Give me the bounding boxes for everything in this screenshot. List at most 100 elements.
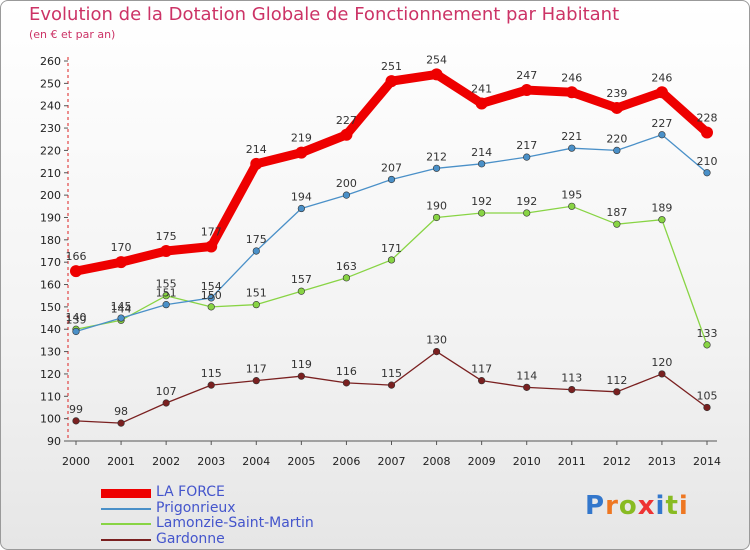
data-label: 207 — [381, 161, 402, 174]
data-point — [387, 175, 396, 184]
data-point — [613, 146, 621, 155]
x-tick-label: 2003 — [197, 455, 225, 468]
data-point — [117, 314, 125, 322]
x-tick-label: 2004 — [242, 455, 270, 468]
data-point — [520, 84, 533, 97]
data-point — [387, 256, 396, 264]
y-tick-label: 260 — [40, 55, 61, 68]
x-tick-label: 2005 — [287, 455, 315, 468]
data-point — [387, 381, 396, 389]
data-label: 157 — [291, 273, 312, 286]
data-label: 210 — [697, 155, 718, 168]
data-point — [207, 381, 215, 389]
data-label: 175 — [156, 230, 177, 243]
data-label: 254 — [426, 53, 447, 66]
data-label: 220 — [606, 132, 627, 145]
data-label: 212 — [426, 150, 447, 163]
data-label: 187 — [606, 206, 627, 219]
data-label: 219 — [291, 132, 312, 145]
x-tick-label: 2000 — [62, 455, 90, 468]
data-label: 163 — [336, 260, 357, 273]
data-point — [297, 287, 305, 295]
data-point — [432, 347, 441, 356]
data-point — [340, 128, 353, 141]
data-label: 113 — [561, 372, 582, 385]
data-label: 115 — [201, 367, 222, 380]
data-point — [568, 202, 576, 210]
x-tick-label: 2014 — [693, 455, 721, 468]
x-tick-label: 2008 — [423, 455, 451, 468]
data-label: 151 — [246, 287, 267, 300]
y-tick-label: 240 — [40, 100, 61, 113]
x-tick-label: 2001 — [107, 455, 135, 468]
data-label: 114 — [516, 369, 537, 382]
data-label: 151 — [156, 287, 177, 300]
logo-letter: r — [605, 491, 619, 521]
logo-letter: x — [637, 491, 656, 521]
data-point — [523, 153, 531, 161]
logo-letter: i — [655, 491, 666, 521]
data-label: 177 — [201, 226, 222, 239]
data-label: 98 — [114, 405, 128, 418]
y-tick-label: 180 — [40, 234, 61, 247]
x-tick-label: 2013 — [648, 455, 676, 468]
data-point — [568, 144, 576, 152]
x-tick-label: 2010 — [513, 455, 541, 468]
data-label: 145 — [111, 300, 132, 313]
series-line-lamonzie-saint-martin — [75, 205, 708, 346]
data-label: 166 — [66, 250, 87, 263]
y-tick-label: 150 — [40, 301, 61, 314]
data-label: 227 — [336, 114, 357, 127]
data-point — [432, 164, 441, 172]
data-point — [703, 169, 711, 177]
data-label: 155 — [156, 278, 177, 291]
y-tick-label: 100 — [40, 413, 61, 426]
chart-title: Evolution de la Dotation Globale de Fonc… — [29, 4, 620, 25]
series-lines — [70, 68, 713, 427]
y-tick-label: 250 — [40, 77, 61, 90]
data-label: 130 — [426, 334, 447, 347]
x-tick-label: 2012 — [603, 455, 631, 468]
data-label: 195 — [561, 188, 582, 201]
data-point — [207, 294, 215, 302]
logo-letter: t — [665, 491, 679, 521]
legend-swatch — [101, 507, 151, 510]
data-label: 107 — [156, 385, 177, 398]
data-label: 214 — [471, 146, 492, 159]
x-tick-label: 2009 — [468, 455, 496, 468]
data-point — [565, 86, 578, 99]
data-label: 117 — [246, 363, 267, 376]
y-tick-label: 200 — [40, 189, 61, 202]
data-label: 190 — [426, 199, 447, 212]
y-tick-label: 210 — [40, 167, 61, 180]
data-label: 171 — [381, 242, 402, 255]
data-label: 241 — [471, 82, 492, 95]
data-point — [72, 327, 80, 336]
data-label: 170 — [111, 241, 132, 254]
data-point — [342, 379, 351, 387]
data-label: 194 — [291, 191, 312, 204]
y-tick-label: 120 — [40, 368, 61, 381]
data-point — [703, 341, 711, 349]
data-point — [610, 101, 623, 114]
y-tick-label: 220 — [40, 144, 61, 157]
y-tick-label: 160 — [40, 279, 61, 292]
data-label: 246 — [561, 71, 582, 84]
data-label: 139 — [66, 313, 87, 326]
proxiti-logo: Proxiti — [585, 491, 689, 521]
data-label: 192 — [516, 195, 537, 208]
data-label: 115 — [381, 367, 402, 380]
data-point — [295, 146, 308, 159]
data-point — [342, 191, 351, 199]
data-point — [72, 417, 80, 425]
data-point — [432, 213, 441, 222]
data-label: 214 — [246, 143, 267, 156]
y-tick-label: 110 — [40, 390, 61, 403]
data-label: 189 — [651, 202, 672, 215]
chart-subtitle: (en € et par an) — [29, 28, 116, 41]
data-point — [701, 126, 713, 139]
data-point — [568, 385, 576, 394]
y-tick-label: 170 — [40, 256, 61, 269]
